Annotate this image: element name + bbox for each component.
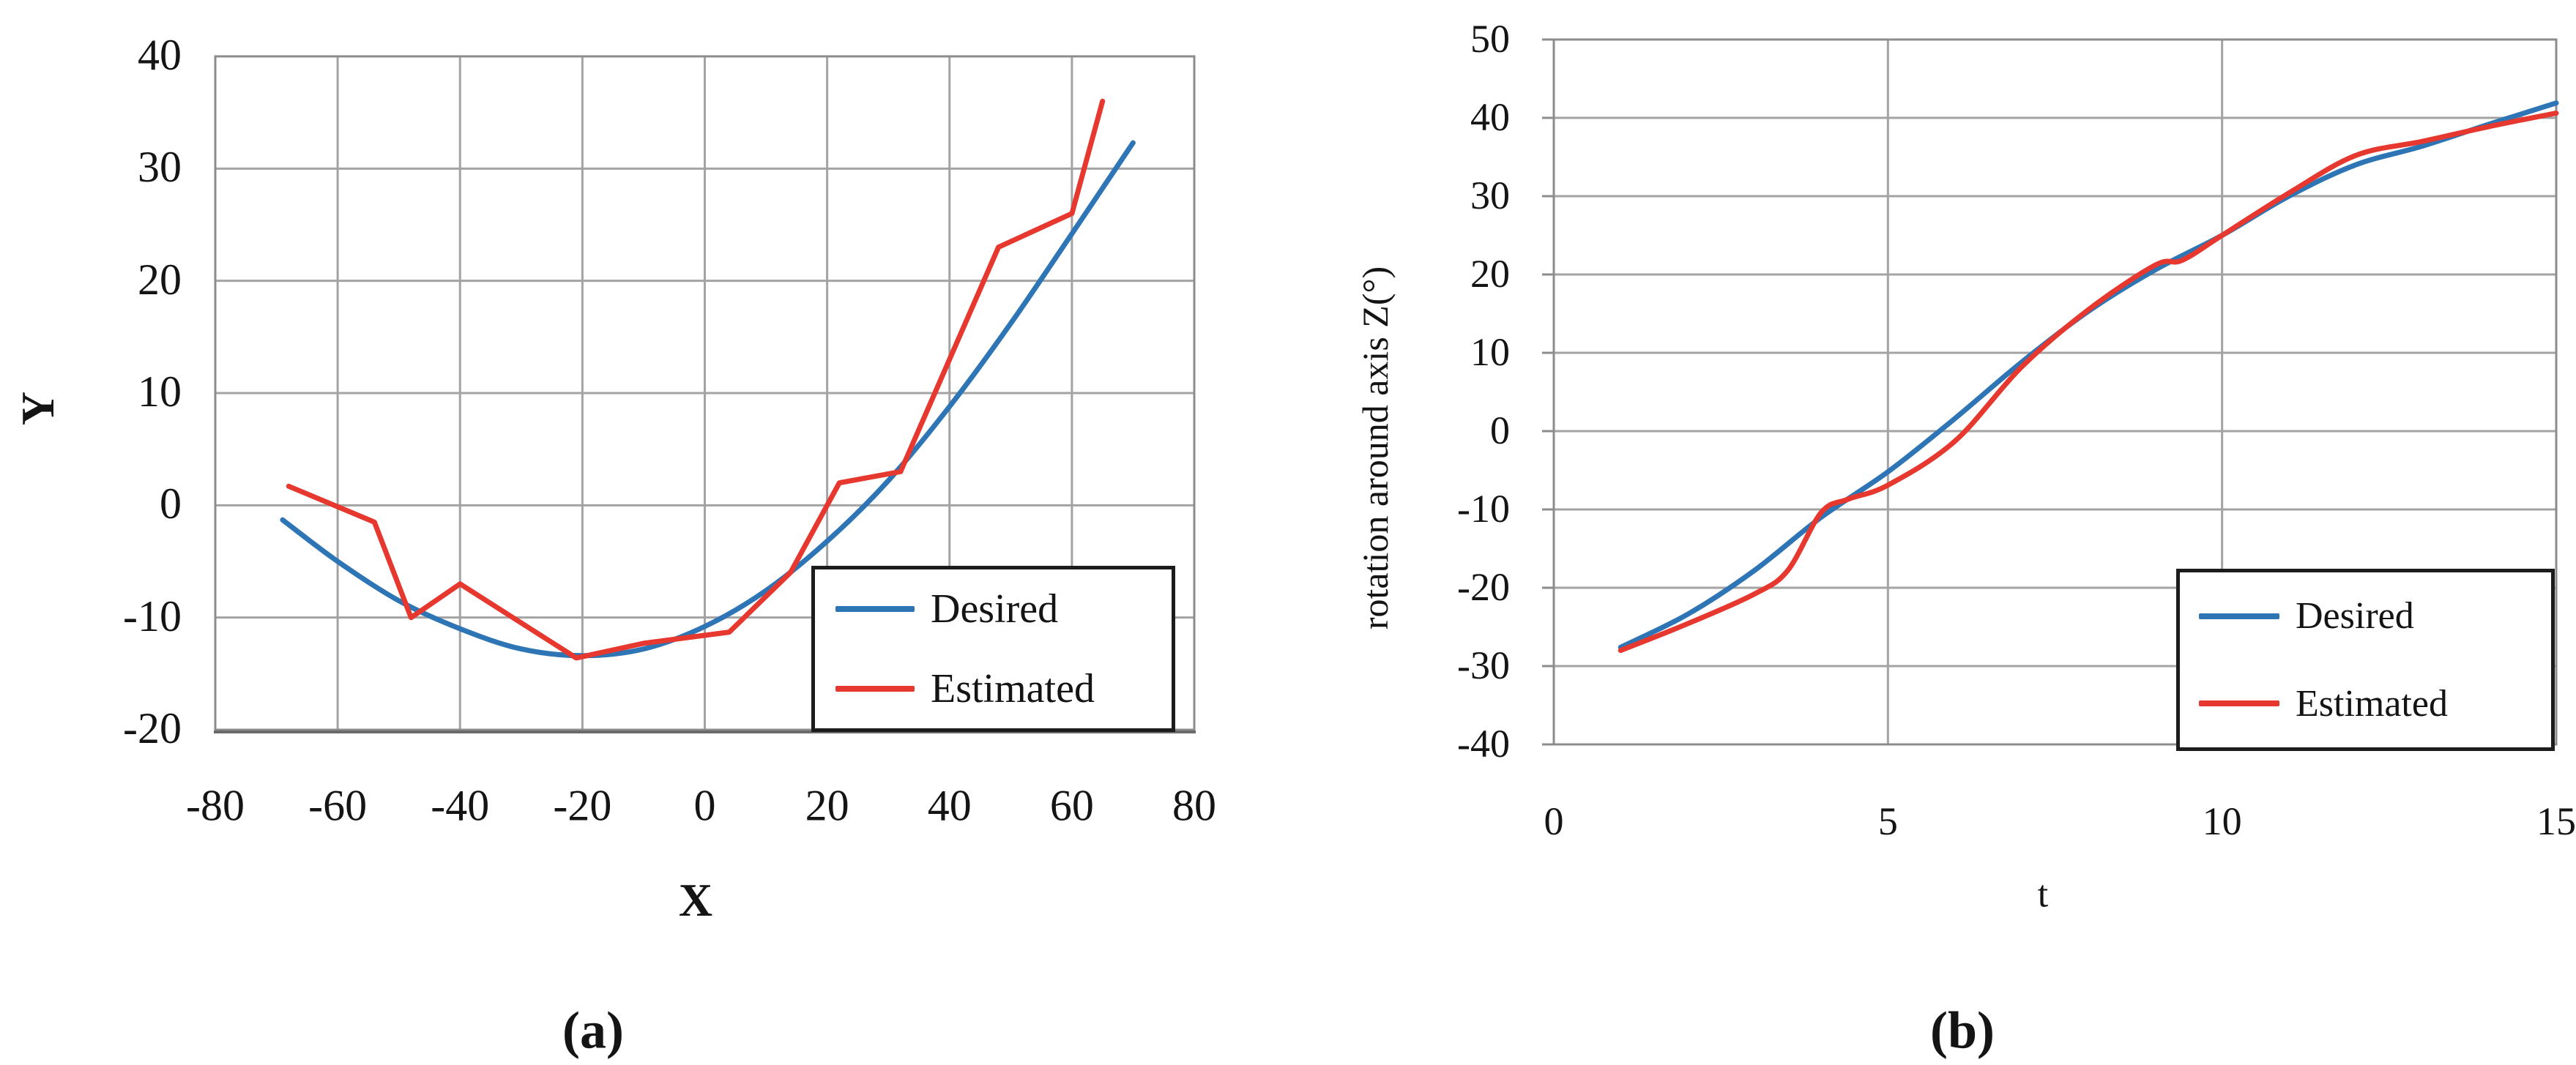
y-tick-label: 40	[1470, 94, 1510, 139]
y-tick-label: 40	[138, 31, 182, 80]
x-tick-label: -40	[431, 781, 490, 830]
y-tick-label: 20	[138, 255, 182, 304]
legend-line-swatch	[2199, 613, 2279, 619]
y-tick-label: -10	[1457, 486, 1510, 531]
legend-label: Desired	[2296, 595, 2414, 638]
x-tick-label: 10	[2202, 799, 2242, 843]
plot-border	[214, 55, 1196, 731]
y-tick-label: 10	[138, 367, 182, 416]
y-tick-label: -10	[123, 591, 182, 640]
x-tick-label: 80	[1172, 781, 1216, 830]
legend-line-swatch	[2199, 700, 2279, 707]
legend-label: Estimated	[2296, 682, 2448, 725]
x-tick-label: 0	[1544, 799, 1564, 843]
panel-caption-b: (b)	[1930, 1001, 1995, 1060]
series-line-estimated	[286, 98, 1106, 661]
y-tick-label: -20	[1457, 564, 1510, 609]
series-line-desired	[280, 140, 1136, 659]
y-tick-label: 50	[1470, 16, 1510, 61]
x-tick-label: -20	[553, 781, 612, 830]
axis-title-y: rotation around axis Z(°)	[1355, 266, 1396, 630]
y-tick-label: 10	[1470, 329, 1510, 374]
legend-row: Desired	[835, 586, 1172, 632]
plot-border	[1552, 38, 2558, 746]
x-tick-label: -60	[308, 781, 368, 830]
y-tick-label: -20	[123, 704, 182, 753]
legend-label: Desired	[931, 586, 1059, 632]
axis-title-y: Y	[12, 391, 64, 426]
x-tick-label: 40	[927, 781, 972, 830]
legend: Desired Estimated	[811, 566, 1175, 732]
series-line-desired	[1618, 100, 2559, 650]
axis-title-x: t	[2037, 873, 2049, 916]
legend-line-swatch	[835, 685, 915, 692]
y-tick-label: 0	[1490, 408, 1510, 452]
x-tick-label: 20	[805, 781, 849, 830]
y-tick-label: 20	[1470, 251, 1510, 296]
axis-title-x: X	[678, 874, 713, 926]
legend: Desired Estimated	[2176, 569, 2555, 751]
x-tick-label: 0	[693, 781, 716, 830]
panel-caption-a: (a)	[562, 1001, 624, 1060]
legend-label: Estimated	[931, 665, 1095, 711]
x-tick-label: 60	[1049, 781, 1094, 830]
series-line-estimated	[1618, 111, 2559, 654]
x-tick-label: 15	[2536, 799, 2576, 843]
legend-row: Estimated	[2199, 682, 2551, 725]
x-tick-label: -80	[186, 781, 245, 830]
y-tick-label: 30	[1470, 173, 1510, 217]
legend-row: Estimated	[835, 665, 1172, 712]
legend-row: Desired	[2199, 594, 2551, 638]
legend-line-swatch	[835, 606, 915, 613]
y-tick-label: 30	[138, 143, 182, 192]
y-tick-label: -40	[1457, 721, 1510, 766]
y-tick-label: 0	[160, 479, 182, 528]
y-tick-label: -30	[1457, 643, 1510, 687]
x-tick-label: 5	[1877, 799, 1898, 843]
